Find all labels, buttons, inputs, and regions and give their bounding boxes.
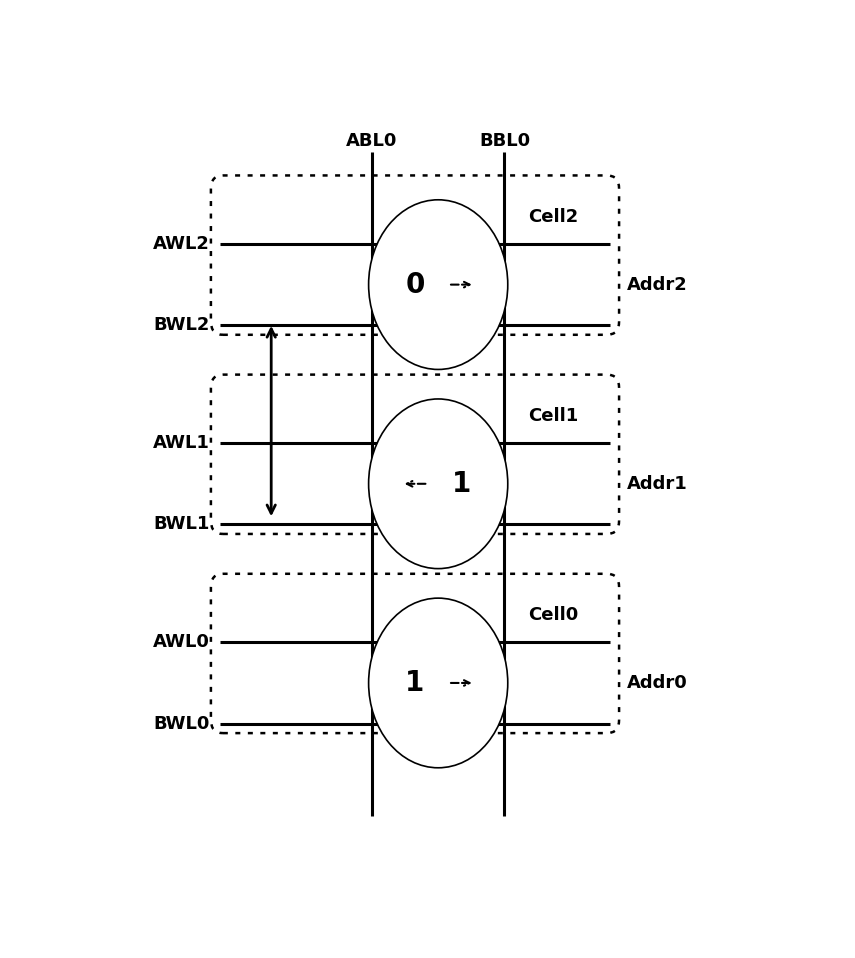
Text: Addr0: Addr0	[627, 674, 687, 692]
Text: AWL1: AWL1	[153, 434, 209, 452]
Text: BBL0: BBL0	[479, 132, 530, 149]
Text: 0: 0	[405, 270, 425, 299]
Text: BWL2: BWL2	[153, 316, 209, 334]
Text: 1: 1	[405, 669, 425, 697]
Text: AWL0: AWL0	[153, 633, 209, 651]
Text: Cell1: Cell1	[528, 407, 578, 425]
Text: 1: 1	[451, 469, 471, 498]
Ellipse shape	[369, 200, 508, 370]
Text: Cell2: Cell2	[528, 208, 578, 226]
Text: BWL1: BWL1	[153, 515, 209, 534]
Ellipse shape	[369, 598, 508, 767]
Text: Addr2: Addr2	[627, 276, 687, 293]
Text: Addr1: Addr1	[627, 475, 687, 492]
Text: ABL0: ABL0	[346, 132, 398, 149]
Text: Cell0: Cell0	[528, 606, 578, 624]
Text: BWL0: BWL0	[153, 715, 209, 733]
Text: AWL2: AWL2	[153, 235, 209, 253]
Ellipse shape	[369, 399, 508, 569]
